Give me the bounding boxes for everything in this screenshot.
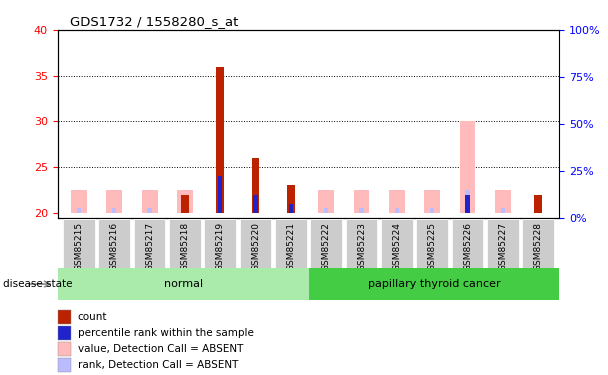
Bar [465,195,469,213]
Bar [430,209,434,213]
Bar [395,209,399,213]
Bar [318,190,334,213]
Bar [204,219,236,268]
Bar [354,190,370,213]
Bar [495,190,511,213]
Bar [254,209,258,213]
Text: GSM85222: GSM85222 [322,222,331,271]
Bar [275,219,307,268]
Bar [416,219,448,268]
Bar [465,190,469,213]
Bar [252,158,260,213]
Bar [289,209,293,213]
Text: normal: normal [164,279,202,289]
Bar [169,219,201,268]
Bar [359,209,364,213]
Text: GSM85224: GSM85224 [392,222,401,271]
Bar [460,122,475,213]
Bar [218,176,223,213]
Bar [324,209,328,213]
Bar [58,310,71,324]
Bar [287,186,295,213]
Bar [58,358,71,372]
Text: GSM85227: GSM85227 [499,222,507,271]
Text: GSM85217: GSM85217 [145,222,154,271]
Bar [310,219,342,268]
Text: GSM85215: GSM85215 [74,222,83,271]
Bar [424,190,440,213]
Bar [58,268,308,300]
Text: percentile rank within the sample: percentile rank within the sample [78,328,254,338]
Bar [134,219,165,268]
Bar [177,190,193,213]
Text: value, Detection Call = ABSENT: value, Detection Call = ABSENT [78,344,243,354]
Bar [98,219,130,268]
Text: papillary thyroid cancer: papillary thyroid cancer [368,279,500,289]
Bar [522,219,554,268]
Bar [77,209,81,213]
Bar [106,190,122,213]
Text: GDS1732 / 1558280_s_at: GDS1732 / 1558280_s_at [70,15,238,28]
Bar [148,209,152,213]
Bar [452,219,483,268]
Text: GSM85216: GSM85216 [110,222,119,271]
Text: disease state: disease state [3,279,72,289]
Bar [534,195,542,213]
Bar [183,209,187,213]
Bar [63,219,95,268]
Text: GSM85223: GSM85223 [357,222,366,271]
Text: GSM85219: GSM85219 [216,222,225,271]
Bar [216,67,224,213]
Text: GSM85228: GSM85228 [534,222,543,271]
Bar [308,268,559,300]
Bar [389,190,405,213]
Bar [381,219,413,268]
Text: rank, Detection Call = ABSENT: rank, Detection Call = ABSENT [78,360,238,370]
Bar [112,209,116,213]
Bar [289,204,293,213]
Bar [71,190,87,213]
Text: GSM85225: GSM85225 [427,222,437,271]
Text: count: count [78,312,107,322]
Bar [501,209,505,213]
Bar [142,190,157,213]
Text: GSM85218: GSM85218 [181,222,190,271]
Bar [254,195,258,213]
Bar [487,219,519,268]
Bar [58,326,71,340]
Bar [181,195,189,213]
Bar [58,342,71,356]
Text: GSM85226: GSM85226 [463,222,472,271]
Bar [240,219,271,268]
Text: GSM85220: GSM85220 [251,222,260,271]
Text: GSM85221: GSM85221 [286,222,295,271]
Bar [346,219,378,268]
